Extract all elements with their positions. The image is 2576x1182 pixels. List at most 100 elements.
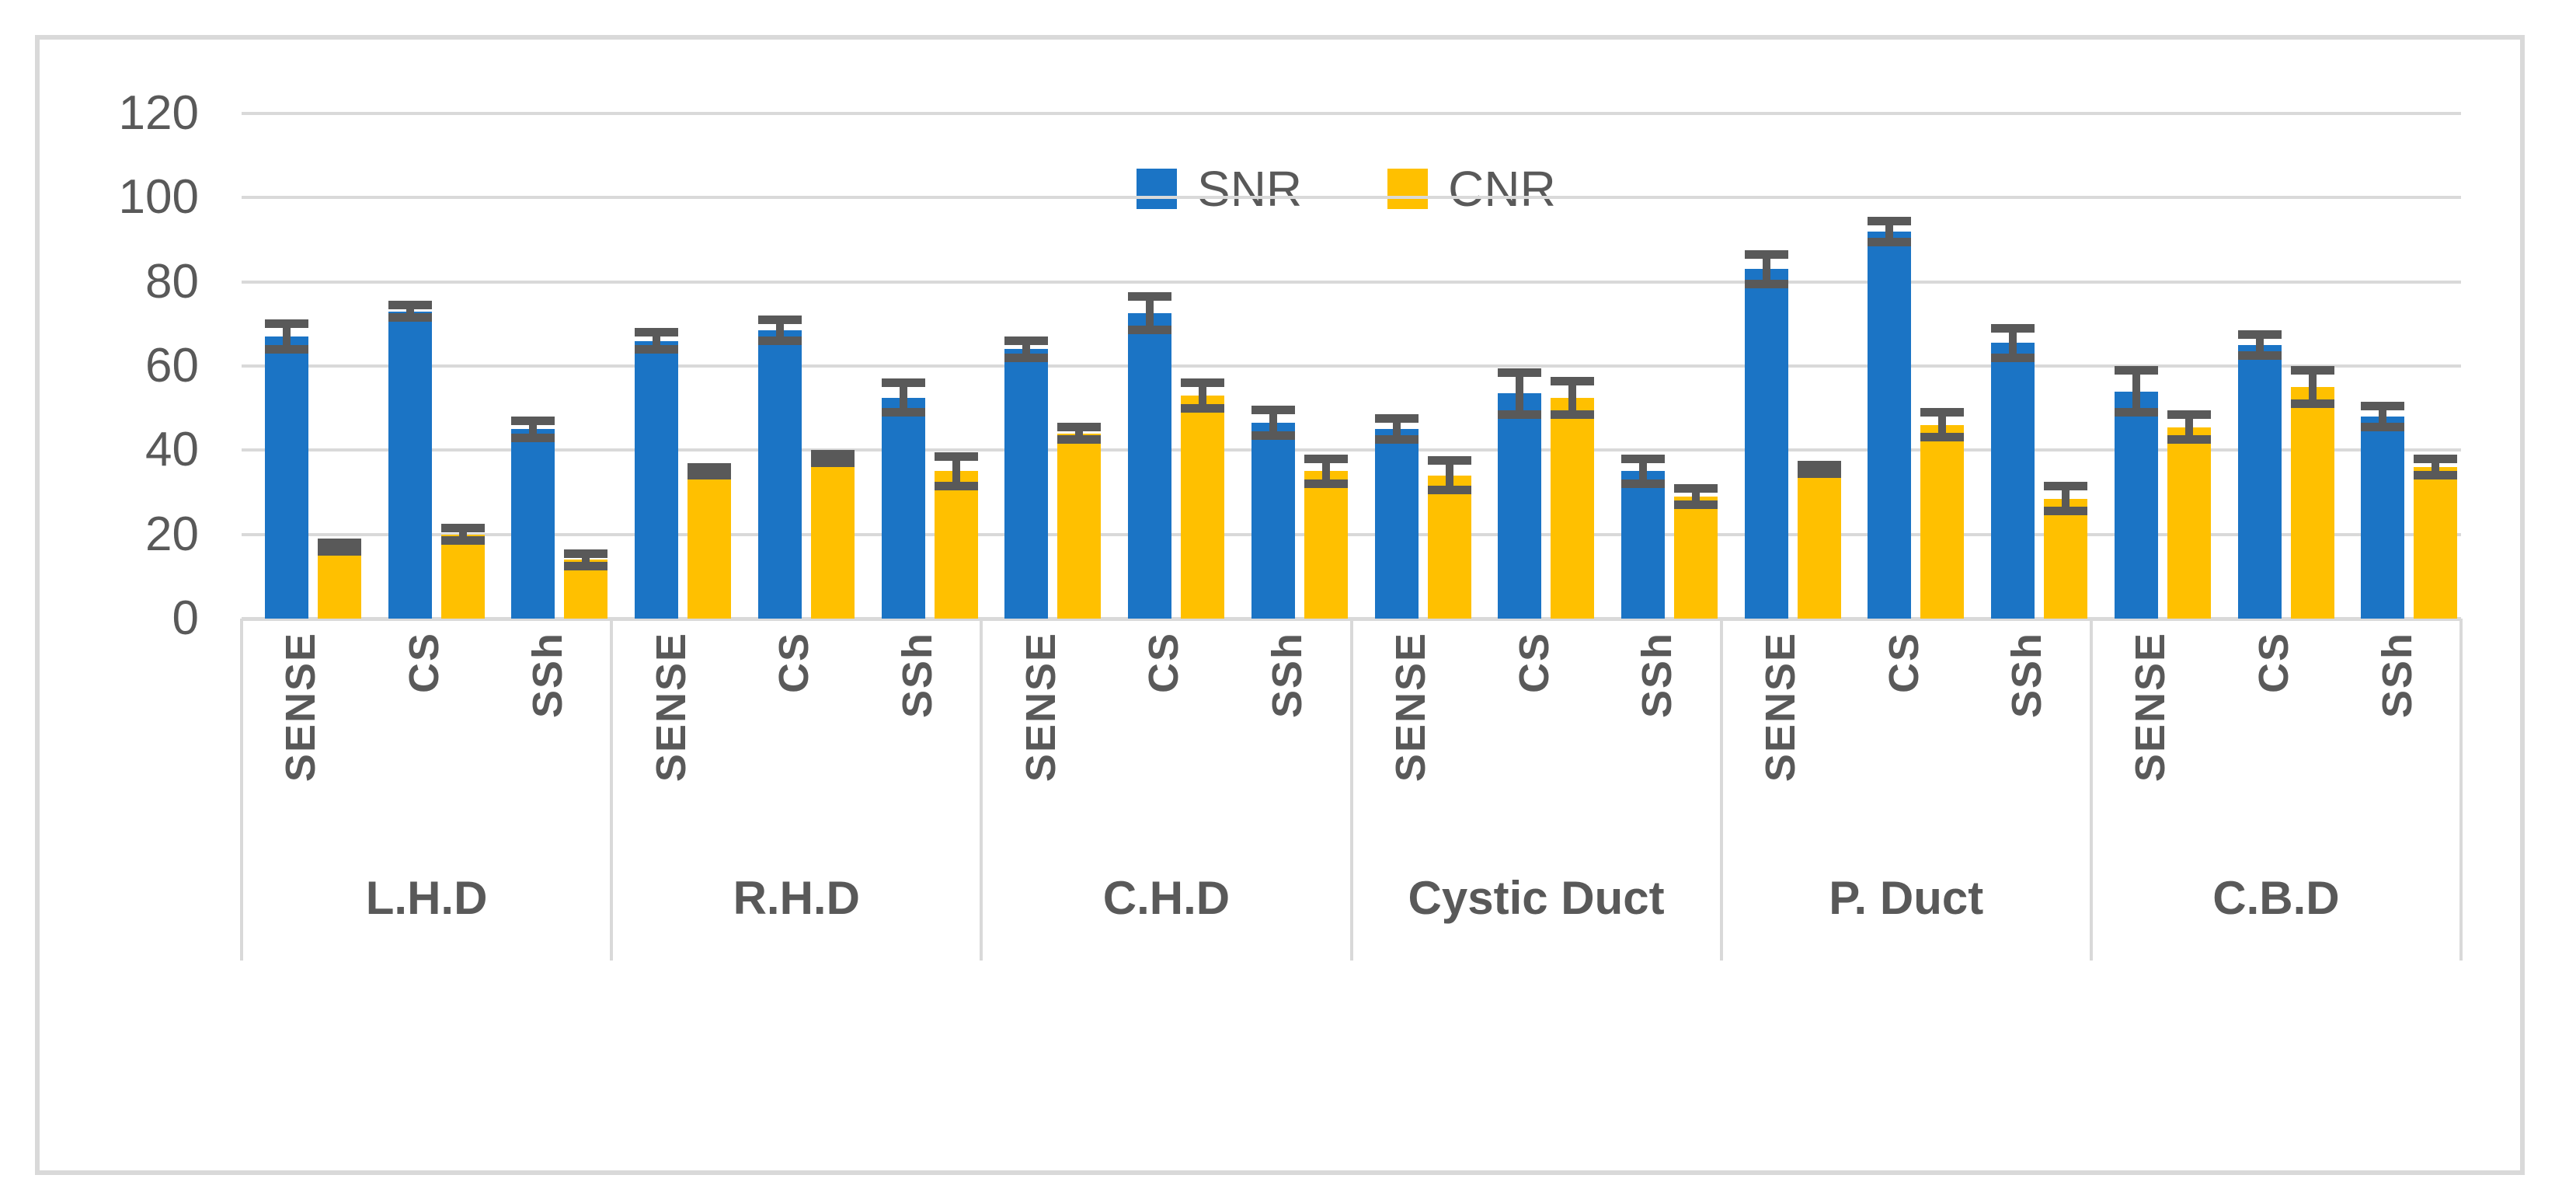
- snr-error-bar: [1498, 368, 1542, 419]
- cnr-error-bar: [2044, 481, 2088, 516]
- error-bar-stem: [1516, 368, 1524, 419]
- error-bar-stem: [283, 319, 291, 354]
- error-bar-stem: [529, 417, 538, 442]
- snr-bar: [881, 397, 925, 619]
- snr-bar: [635, 340, 679, 619]
- sequence-label-ssh: SSh: [1634, 632, 1681, 719]
- cnr-bar: [1181, 395, 1225, 619]
- error-bar-stem: [1146, 292, 1154, 335]
- category-divider: [2089, 619, 2093, 961]
- sequence-label-ssh: SSh: [1264, 632, 1311, 719]
- snr-error-bar: [1991, 323, 2035, 362]
- snr-error-bar: [388, 301, 432, 323]
- snr-bar: [2237, 344, 2282, 619]
- cnr-error-bar: [2414, 454, 2458, 480]
- sequence-label-sense: SENSE: [1017, 632, 1064, 783]
- snr-bar: [1498, 393, 1542, 619]
- snr-error-bar: [1251, 406, 1295, 440]
- chart-frame: SNR CNR 0 20 40 60 80 100 120 SENSE CS SSh L.H.D SE…: [35, 35, 2525, 1175]
- cnr-error-bar: [2167, 410, 2211, 445]
- y-axis-tick-label: 120: [118, 86, 199, 140]
- sequence-label-sense: SENSE: [277, 632, 325, 783]
- group-label-4: P. Duct: [1829, 872, 1984, 924]
- error-bar-stem: [899, 378, 907, 417]
- sequence-label-ssh: SSh: [893, 632, 941, 719]
- error-bar-stem: [653, 328, 661, 354]
- error-bar-stem: [1075, 423, 1084, 445]
- gridline-y60: [242, 364, 2461, 368]
- snr-bar: [511, 429, 555, 619]
- error-bar-stem: [582, 549, 590, 570]
- gridline-y120: [242, 112, 2461, 115]
- error-bar-stem: [1321, 454, 1330, 489]
- snr-bar: [1620, 471, 1665, 619]
- error-bar-stem: [1199, 378, 1207, 413]
- snr-bar: [265, 336, 308, 619]
- legend-item-snr: SNR: [1137, 164, 1302, 214]
- snr-error-bar: [2237, 329, 2282, 360]
- sequence-label-ssh: SSh: [524, 632, 571, 719]
- sequence-label-cs: CS: [401, 632, 448, 694]
- snr-error-bar: [757, 316, 802, 345]
- error-bar-stem: [705, 462, 714, 480]
- cnr-legend-swatch: [1387, 169, 1429, 209]
- cnr-bar: [688, 471, 732, 619]
- y-axis-tick-label: 60: [145, 339, 199, 392]
- snr-legend-label: SNR: [1197, 161, 1303, 217]
- snr-error-bar: [2361, 402, 2405, 431]
- y-axis-tick-label: 80: [145, 254, 199, 309]
- cnr-error-bar: [1673, 483, 1718, 510]
- cnr-bar: [1304, 471, 1348, 619]
- y-axis-tick-label: 100: [118, 170, 199, 225]
- cnr-legend-label: CNR: [1448, 161, 1556, 217]
- snr-bar: [2114, 391, 2158, 619]
- group-label-2: C.H.D: [1102, 872, 1231, 924]
- sequence-label-sense: SENSE: [1757, 632, 1805, 783]
- cnr-bar: [2414, 467, 2458, 619]
- snr-error-bar: [1620, 454, 1665, 489]
- cnr-bar: [1057, 433, 1102, 619]
- snr-bar: [1004, 349, 1049, 619]
- category-divider: [240, 619, 243, 961]
- error-bar-stem: [2379, 402, 2387, 431]
- sequence-label-cs: CS: [1880, 632, 1927, 694]
- snr-legend-swatch: [1137, 169, 1177, 209]
- error-bar-stem: [1762, 250, 1770, 288]
- cnr-bar: [2044, 498, 2088, 619]
- category-divider: [610, 619, 614, 961]
- snr-bar: [1374, 429, 1419, 619]
- legend-item-cnr: CNR: [1387, 164, 1556, 214]
- cnr-error-bar: [1551, 376, 1595, 419]
- gridline-y80: [242, 280, 2461, 284]
- snr-error-bar: [1128, 292, 1172, 335]
- y-axis-tick-label: 0: [172, 591, 199, 645]
- cnr-error-bar: [318, 539, 361, 556]
- y-axis-tick-label: 20: [145, 507, 199, 561]
- error-bar-stem: [2255, 329, 2264, 360]
- cnr-bar: [440, 534, 485, 619]
- error-bar-stem: [828, 450, 837, 467]
- error-bar-stem: [1392, 414, 1401, 445]
- error-bar-stem: [2308, 366, 2317, 409]
- cnr-error-bar: [440, 524, 485, 546]
- group-label-1: R.H.D: [733, 872, 860, 924]
- cnr-bar: [1673, 496, 1718, 619]
- gridline-y20: [242, 532, 2461, 536]
- error-bar-stem: [1638, 454, 1647, 489]
- cnr-bar: [1427, 475, 1471, 619]
- cnr-bar: [1920, 424, 1965, 619]
- snr-bar: [1991, 343, 2035, 619]
- sequence-label-ssh: SSh: [2003, 632, 2051, 719]
- snr-bar: [388, 311, 432, 619]
- error-bar-stem: [1885, 216, 1894, 246]
- error-bar-stem: [2184, 410, 2193, 445]
- snr-bar: [2361, 417, 2405, 619]
- gridline-y40: [242, 448, 2461, 452]
- sequence-label-ssh: SSh: [2373, 632, 2421, 719]
- cnr-bar: [2167, 427, 2211, 619]
- cnr-error-bar: [810, 450, 855, 467]
- gridline-y100: [242, 196, 2461, 200]
- cnr-bar: [2290, 387, 2334, 619]
- error-bar-stem: [1691, 483, 1700, 510]
- cnr-error-bar: [2290, 366, 2334, 409]
